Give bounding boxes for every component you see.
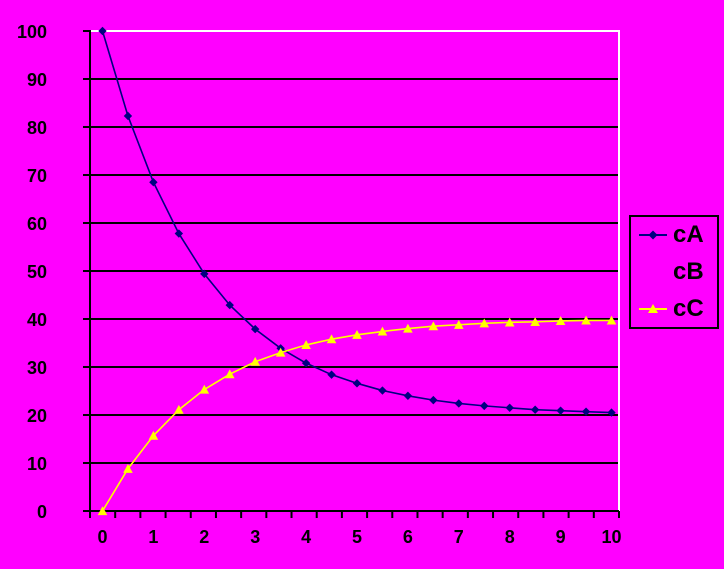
legend-entry-cb: cB [631, 255, 717, 289]
svg-text:70: 70 [27, 166, 47, 186]
legend-label-cc: cC [673, 294, 704, 322]
svg-text:10: 10 [27, 454, 47, 474]
legend-marker-cb-hidden-icon [638, 265, 668, 279]
svg-text:5: 5 [352, 527, 362, 547]
svg-text:60: 60 [27, 214, 47, 234]
svg-text:4: 4 [301, 527, 311, 547]
svg-text:0: 0 [97, 527, 107, 547]
series-cc-markers [97, 315, 617, 516]
svg-text:6: 6 [403, 527, 413, 547]
svg-text:50: 50 [27, 262, 47, 282]
svg-text:7: 7 [454, 527, 464, 547]
legend-marker-cc-triangle-icon [639, 303, 667, 313]
svg-text:30: 30 [27, 358, 47, 378]
series-ca-line [101, 30, 612, 414]
svg-text:9: 9 [556, 527, 566, 547]
svg-text:10: 10 [601, 527, 621, 547]
svg-text:40: 40 [27, 310, 47, 330]
legend-marker-ca-diamond-icon [639, 230, 667, 240]
svg-text:3: 3 [250, 527, 260, 547]
x-axis-labels: 0 1 2 3 4 5 6 7 8 9 10 [97, 527, 621, 547]
svg-text:8: 8 [505, 527, 515, 547]
svg-text:0: 0 [37, 502, 47, 522]
svg-text:80: 80 [27, 118, 47, 138]
y-gridlines [90, 30, 619, 464]
axis-ticks [83, 30, 620, 518]
legend: cA cB cC [629, 215, 719, 329]
legend-entry-cc: cC [631, 292, 717, 326]
svg-text:2: 2 [199, 527, 209, 547]
y-axis-labels: 0 10 20 30 40 50 60 70 80 90 100 [17, 22, 47, 522]
series-ca-markers [98, 26, 616, 417]
svg-text:100: 100 [17, 22, 47, 42]
svg-text:20: 20 [27, 406, 47, 426]
legend-label-cb: cB [673, 257, 704, 285]
legend-label-ca: cA [673, 221, 704, 249]
svg-text:1: 1 [148, 527, 158, 547]
legend-entry-ca: cA [631, 218, 717, 252]
svg-text:90: 90 [27, 70, 47, 90]
